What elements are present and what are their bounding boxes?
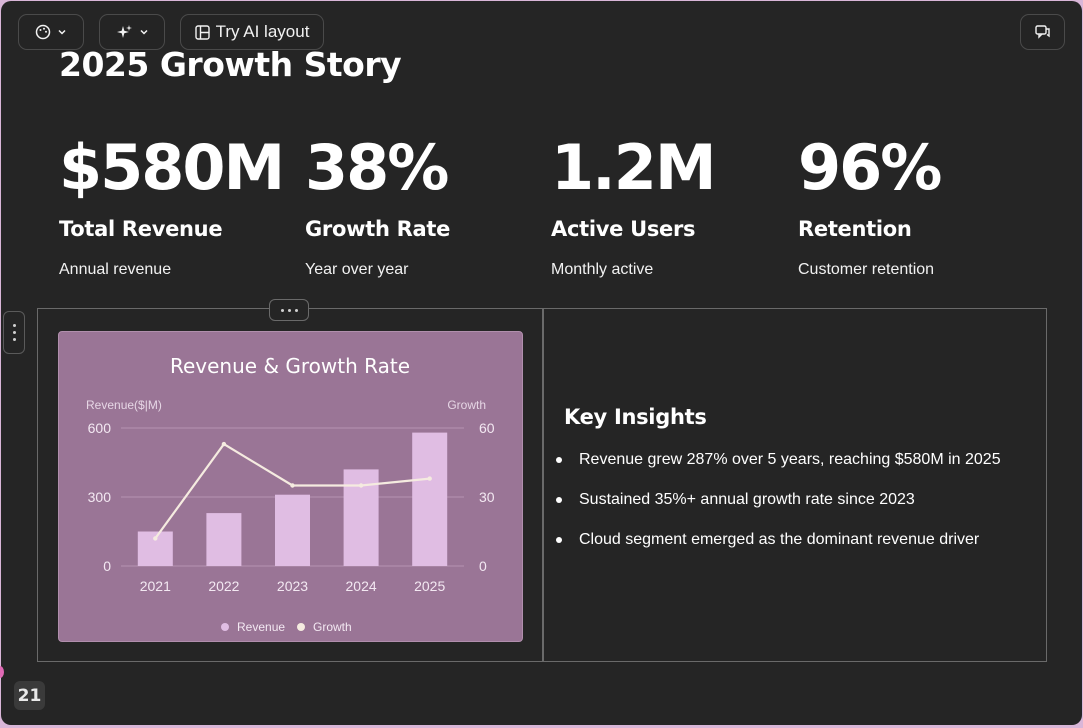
stat-total-revenue: $580M Total Revenue Annual revenue [59, 131, 299, 279]
column-divider[interactable] [542, 309, 544, 661]
chart-legend: Revenue Growth [221, 620, 352, 634]
chevron-down-icon [57, 27, 67, 37]
stat-value: 1.2M [551, 131, 717, 204]
insights-title: Key Insights [564, 405, 707, 429]
bar-2025 [412, 432, 448, 566]
theme-button[interactable] [18, 14, 84, 50]
insight-item: Revenue grew 287% over 5 years, reaching… [556, 451, 1034, 469]
stat-value: 38% [305, 131, 449, 204]
stat-value: 96% [798, 131, 942, 204]
x-tick-label: 2022 [208, 578, 239, 594]
slide-title: 2025 Growth Story [59, 45, 402, 84]
legend-swatch [297, 623, 305, 631]
sparkles-icon [116, 24, 133, 41]
y2-tick-label: 0 [479, 558, 487, 574]
stat-label: Active Users [551, 217, 696, 241]
magic-button[interactable] [99, 14, 165, 50]
bar-2023 [275, 494, 310, 566]
stat-retention: 96% Retention Customer retention [798, 131, 1038, 279]
insight-item: Sustained 35%+ annual growth rate since … [556, 491, 1034, 509]
stat-description: Monthly active [551, 261, 654, 278]
y2-axis-label: Growth [447, 398, 486, 412]
stat-label: Total Revenue [59, 217, 223, 241]
collaborator-cursor-dot [0, 666, 4, 678]
legend-label: Growth [313, 620, 352, 634]
stat-label: Retention [798, 217, 912, 241]
y2-tick-label: 30 [479, 489, 495, 505]
stat-description: Year over year [305, 261, 409, 278]
legend-label: Revenue [237, 620, 285, 634]
comments-icon [1034, 24, 1051, 40]
x-tick-label: 2024 [346, 578, 377, 594]
growth-point-2023 [290, 483, 295, 488]
chart-growth-line [153, 441, 432, 541]
block-drag-handle[interactable] [269, 299, 309, 321]
try-ai-layout-label: Try AI layout [215, 22, 310, 41]
page-number: 21 [14, 681, 45, 710]
growth-point-2024 [358, 483, 364, 488]
chart-axes: 0 300 600 0 30 60 Revenue($|M) Growth 2021 2022 20… [86, 398, 495, 594]
stat-description: Customer retention [798, 261, 935, 278]
chart-card[interactable]: Revenue & Growth Rate 0 300 600 0 30 60 Revenu… [58, 331, 523, 642]
key-insights: Key Insights Revenue grew 287% over 5 ye… [556, 405, 1034, 571]
y-tick-label: 600 [88, 420, 112, 436]
chevron-down-icon [139, 27, 149, 37]
y2-tick-label: 60 [479, 420, 495, 436]
x-tick-label: 2025 [414, 578, 445, 594]
x-tick-label: 2023 [277, 578, 308, 594]
insights-list: Revenue grew 287% over 5 years, reaching… [556, 451, 1034, 549]
stat-description: Annual revenue [59, 261, 172, 278]
x-tick-label: 2021 [140, 578, 171, 594]
insight-item: Cloud segment emerged as the dominant re… [556, 531, 1034, 549]
y-tick-label: 0 [103, 558, 111, 574]
stat-active-users: 1.2M Active Users Monthly active [551, 131, 791, 279]
chart-title: Revenue & Growth Rate [170, 354, 410, 378]
layout-icon [194, 24, 210, 40]
chart-bars [137, 432, 448, 566]
growth-point-2025 [427, 476, 432, 481]
growth-point-2022 [221, 441, 227, 447]
y-axis-label: Revenue($|M) [86, 398, 162, 412]
y-tick-label: 300 [88, 489, 112, 505]
comments-button[interactable] [1020, 14, 1065, 50]
growth-point-2021 [153, 536, 158, 541]
stat-value: $580M [59, 131, 285, 204]
stat-label: Growth Rate [305, 217, 451, 241]
stat-growth-rate: 38% Growth Rate Year over year [305, 131, 545, 279]
legend-swatch [221, 623, 229, 631]
content-block[interactable]: Revenue & Growth Rate 0 300 600 0 30 60 Revenu… [37, 308, 1047, 662]
try-ai-layout-button[interactable]: Try AI layout [180, 14, 324, 50]
side-drag-handle[interactable] [3, 311, 25, 354]
bar-2022 [206, 513, 242, 566]
palette-icon [35, 24, 51, 40]
revenue-growth-chart: Revenue & Growth Rate 0 300 600 0 30 60 Revenu… [86, 354, 495, 634]
